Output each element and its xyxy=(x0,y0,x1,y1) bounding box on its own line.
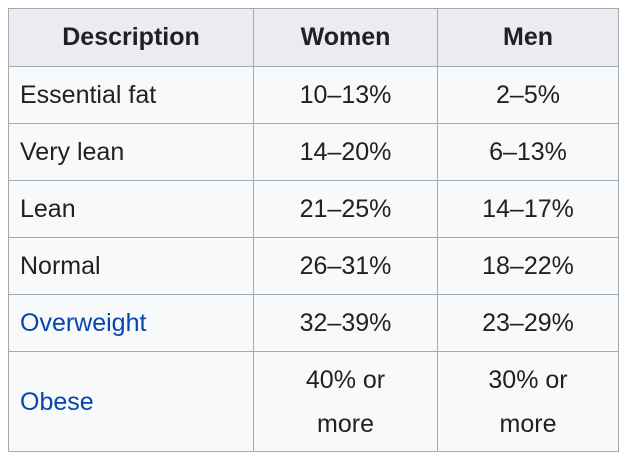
description-cell: Overweight xyxy=(8,294,254,352)
description-cell: Lean xyxy=(8,180,254,238)
body-fat-table: Description Women Men Essential fat 10–1… xyxy=(8,8,619,452)
header-cell: Men xyxy=(437,8,619,67)
women-cell: 14–20% xyxy=(253,123,438,181)
row: Very lean 14–20% 6–13% xyxy=(8,123,619,181)
description-link[interactable]: Overweight xyxy=(20,308,147,337)
row: Obese 40% or more 30% or more xyxy=(8,351,619,452)
women-cell: 40% or more xyxy=(253,351,438,452)
row: Lean 21–25% 14–17% xyxy=(8,180,619,238)
women-cell: 26–31% xyxy=(253,237,438,295)
men-cell: 18–22% xyxy=(437,237,619,295)
header-cell: Women xyxy=(253,8,438,67)
description-cell: Very lean xyxy=(8,123,254,181)
cell-text: 30% or more xyxy=(488,365,568,438)
header-cell: Description xyxy=(8,8,254,67)
men-cell: 14–17% xyxy=(437,180,619,238)
row: Essential fat 10–13% 2–5% xyxy=(8,66,619,124)
men-cell: 23–29% xyxy=(437,294,619,352)
description-cell: Essential fat xyxy=(8,66,254,124)
men-cell: 6–13% xyxy=(437,123,619,181)
row: Normal 26–31% 18–22% xyxy=(8,237,619,295)
row: Overweight 32–39% 23–29% xyxy=(8,294,619,352)
cell-text: 40% or more xyxy=(305,365,386,438)
men-cell: 2–5% xyxy=(437,66,619,124)
header-row: Description Women Men xyxy=(8,8,619,67)
description-cell: Normal xyxy=(8,237,254,295)
women-cell: 32–39% xyxy=(253,294,438,352)
description-link[interactable]: Obese xyxy=(20,387,94,416)
women-cell: 21–25% xyxy=(253,180,438,238)
men-cell: 30% or more xyxy=(437,351,619,452)
women-cell: 10–13% xyxy=(253,66,438,124)
description-cell: Obese xyxy=(8,351,254,452)
